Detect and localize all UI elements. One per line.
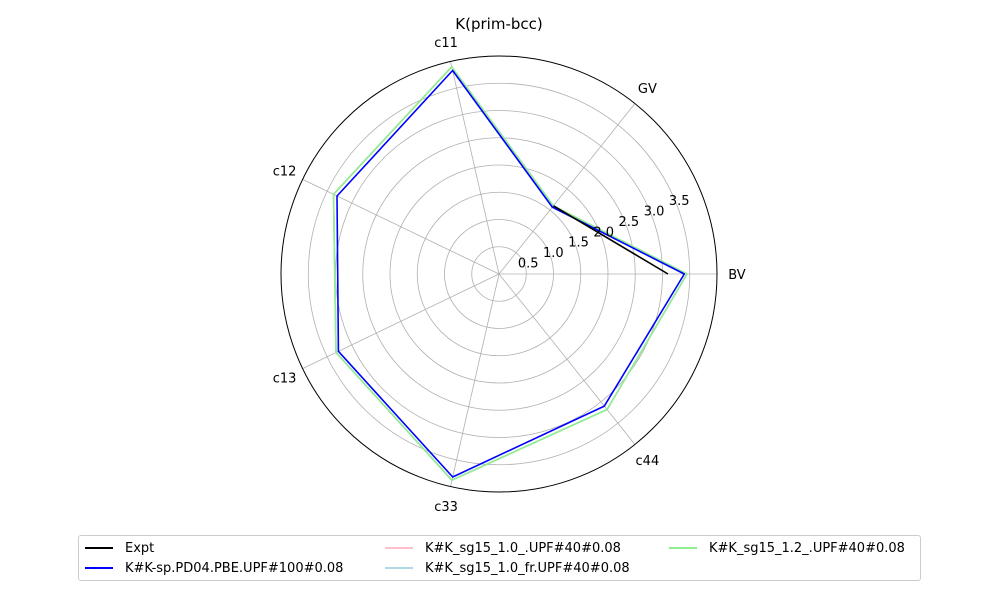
series-line [552, 205, 669, 275]
legend: Expt K#K-sp.PD04.PBE.UPF#100#0.08 K#K_sg… [78, 535, 921, 581]
radial-tick-label: 2.5 [619, 215, 640, 230]
legend-item-expt: Expt [85, 539, 154, 557]
legend-item-sg15-1-2: K#K_sg15_1.2_.UPF#40#0.08 [669, 539, 905, 557]
axis-label: c33 [434, 500, 458, 515]
radar-series [332, 66, 688, 482]
series-line [332, 66, 688, 482]
radar-grid [280, 55, 718, 493]
legend-label: Expt [125, 540, 155, 556]
axis-label: c13 [273, 371, 297, 386]
legend-item-pd04: K#K-sp.PD04.PBE.UPF#100#0.08 [85, 559, 343, 577]
legend-swatch [385, 547, 413, 549]
legend-swatch [385, 567, 413, 569]
legend-label: K#K_sg15_1.0_fr.UPF#40#0.08 [425, 560, 630, 576]
legend-item-sg15-1-0-fr: K#K_sg15_1.0_fr.UPF#40#0.08 [385, 559, 630, 577]
radial-tick-label: 1.5 [568, 236, 589, 251]
radial-tick-label: 0.5 [518, 257, 539, 272]
legend-swatch [85, 547, 113, 549]
series-line [332, 66, 688, 482]
axis-label: GV [638, 82, 657, 97]
series-line [332, 66, 688, 482]
axis-label: BV [728, 268, 746, 283]
series-line [336, 69, 686, 478]
axis-label: c44 [636, 454, 660, 469]
legend-swatch [85, 567, 113, 569]
legend-swatch [669, 547, 697, 549]
legend-label: K#K_sg15_1.0_.UPF#40#0.08 [425, 540, 621, 556]
radial-tick-label: 3.0 [644, 204, 665, 219]
legend-label: K#K-sp.PD04.PBE.UPF#100#0.08 [125, 560, 344, 576]
legend-item-sg15-1-0: K#K_sg15_1.0_.UPF#40#0.08 [385, 539, 621, 557]
chart-title: K(prim-bcc) [455, 15, 542, 33]
radial-tick-label: 2.0 [593, 225, 614, 240]
legend-label: K#K_sg15_1.2_.UPF#40#0.08 [709, 540, 905, 556]
radar-labels: 0.5 1.0 1.5 2.0 2.5 3.0 3.5 BV GV c11 c12 c13 c33 c44 [273, 36, 746, 515]
spoke-gridline [302, 179, 500, 275]
axis-label: c11 [434, 36, 458, 51]
spoke-gridline [302, 273, 500, 369]
polar-frame [280, 55, 718, 493]
radial-tick-label: 3.5 [669, 194, 690, 209]
spoke-gridline [498, 273, 636, 445]
radial-tick-label: 1.0 [543, 246, 564, 261]
axis-label: c12 [273, 165, 297, 180]
spoke-gridline [498, 103, 636, 275]
spoke-gridline [450, 61, 500, 275]
spoke-gridline [450, 273, 500, 487]
